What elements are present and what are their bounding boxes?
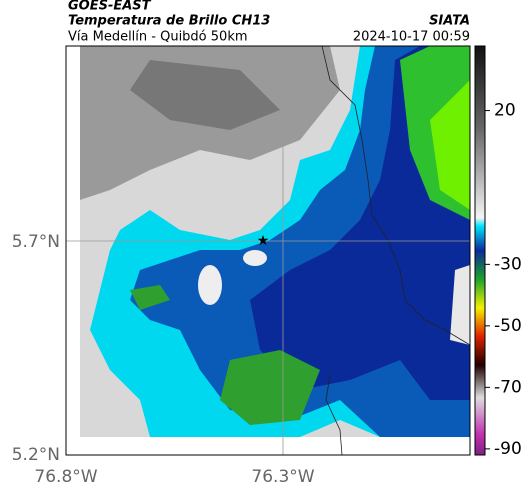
green-west (130, 285, 170, 310)
cloud-darker (130, 60, 280, 130)
colorbar-tick-label: -50 (494, 316, 522, 336)
datetime: 2024-10-17 00:59 (353, 30, 470, 45)
lon-label: 76.3°W (251, 467, 314, 487)
map-frame (65, 45, 471, 456)
source: SIATA (429, 14, 470, 29)
clear-patch (243, 250, 267, 266)
title: GOES-EAST (68, 0, 152, 14)
colorbar-tick-label: -70 (494, 377, 522, 397)
green-bright (430, 80, 470, 210)
border (321, 45, 471, 346)
location-star: ★ (257, 233, 270, 249)
lat-label: 5.7°N (12, 232, 60, 252)
colorbar-tick-label: 20 (494, 101, 516, 121)
region: Vía Medellín - Quibdó 50km (68, 30, 248, 45)
clear-patch (450, 265, 470, 345)
colorbar-tick-label: -30 (494, 254, 522, 274)
subtitle: Temperatura de Brillo CH13 (68, 14, 270, 29)
colorbar-tick-label: -90 (494, 439, 522, 459)
lon-label: 76.8°W (34, 467, 97, 487)
lat-label: 5.2°N (12, 445, 60, 465)
clear-patch (198, 265, 222, 305)
border (325, 374, 343, 456)
map: ★ (65, 45, 471, 456)
colorbar (474, 45, 486, 456)
green-south (220, 350, 320, 425)
